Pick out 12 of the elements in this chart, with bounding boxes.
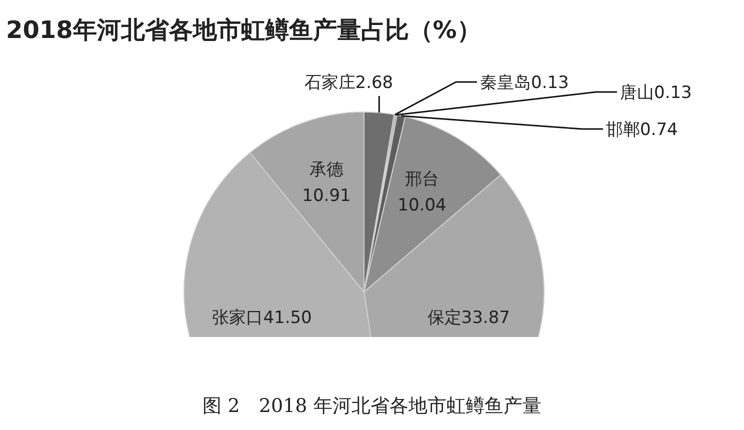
slice-label: 张家口41.50 [212, 308, 312, 328]
slice-label: 唐山0.13 [620, 83, 692, 103]
chart-title: 2018年河北省各地市虹鳟鱼产量占比（%） [6, 16, 481, 44]
slice-label: 承德 [309, 160, 344, 180]
data-label: 10.91 [302, 186, 351, 206]
caption: 图 2 2018 年河北省各地市虹鳟鱼产量 [202, 395, 542, 417]
slice-label: 邢台 [405, 170, 440, 190]
slice-label: 邯郸0.74 [606, 120, 678, 140]
data-label: 10.04 [398, 196, 446, 216]
slice-label: 石家庄2.68 [304, 73, 394, 93]
slice-label: 保定33.87 [427, 308, 510, 328]
slice-label: 秦皇岛0.13 [480, 73, 569, 93]
